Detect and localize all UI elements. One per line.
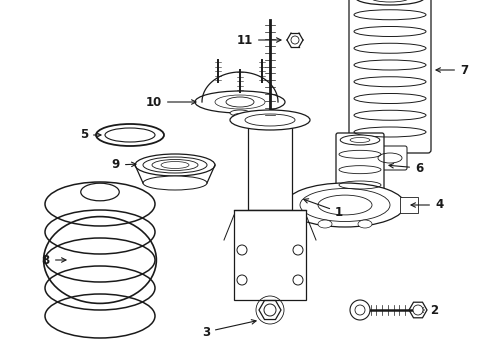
Bar xyxy=(234,210,305,300)
Text: 2: 2 xyxy=(418,303,437,316)
Ellipse shape xyxy=(285,183,404,227)
Circle shape xyxy=(292,275,303,285)
Circle shape xyxy=(237,245,246,255)
Ellipse shape xyxy=(340,135,379,145)
Ellipse shape xyxy=(357,220,371,228)
Bar xyxy=(399,197,417,213)
Circle shape xyxy=(354,305,364,315)
Ellipse shape xyxy=(142,176,206,190)
FancyBboxPatch shape xyxy=(346,191,373,209)
FancyBboxPatch shape xyxy=(372,146,406,170)
Circle shape xyxy=(349,300,369,320)
Ellipse shape xyxy=(355,0,423,5)
Text: 10: 10 xyxy=(145,95,196,108)
FancyBboxPatch shape xyxy=(348,0,430,153)
Circle shape xyxy=(412,305,422,315)
Circle shape xyxy=(292,245,303,255)
Circle shape xyxy=(264,304,275,316)
Ellipse shape xyxy=(229,110,309,130)
Ellipse shape xyxy=(317,220,331,228)
Ellipse shape xyxy=(195,91,285,113)
Text: 8: 8 xyxy=(41,253,66,266)
Circle shape xyxy=(237,275,246,285)
FancyBboxPatch shape xyxy=(335,133,383,197)
Text: 4: 4 xyxy=(410,198,442,211)
Text: 7: 7 xyxy=(435,63,467,77)
Bar xyxy=(247,120,291,210)
Text: 9: 9 xyxy=(112,158,136,171)
Circle shape xyxy=(290,36,298,44)
Ellipse shape xyxy=(229,110,249,116)
Text: 11: 11 xyxy=(236,33,281,46)
Text: 3: 3 xyxy=(202,320,256,338)
Ellipse shape xyxy=(135,154,215,176)
Text: 5: 5 xyxy=(80,129,101,141)
Text: 1: 1 xyxy=(303,199,343,219)
Text: 6: 6 xyxy=(388,162,423,175)
